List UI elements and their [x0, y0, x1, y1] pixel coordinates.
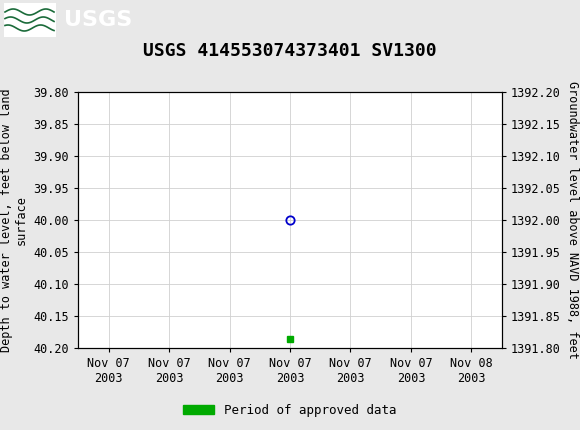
Y-axis label: Depth to water level, feet below land
surface: Depth to water level, feet below land su…: [0, 88, 28, 352]
Text: USGS 414553074373401 SV1300: USGS 414553074373401 SV1300: [143, 42, 437, 60]
Legend: Period of approved data: Period of approved data: [178, 399, 402, 421]
FancyBboxPatch shape: [4, 3, 56, 37]
Y-axis label: Groundwater level above NAVD 1988, feet: Groundwater level above NAVD 1988, feet: [566, 81, 579, 359]
Text: USGS: USGS: [64, 10, 132, 30]
